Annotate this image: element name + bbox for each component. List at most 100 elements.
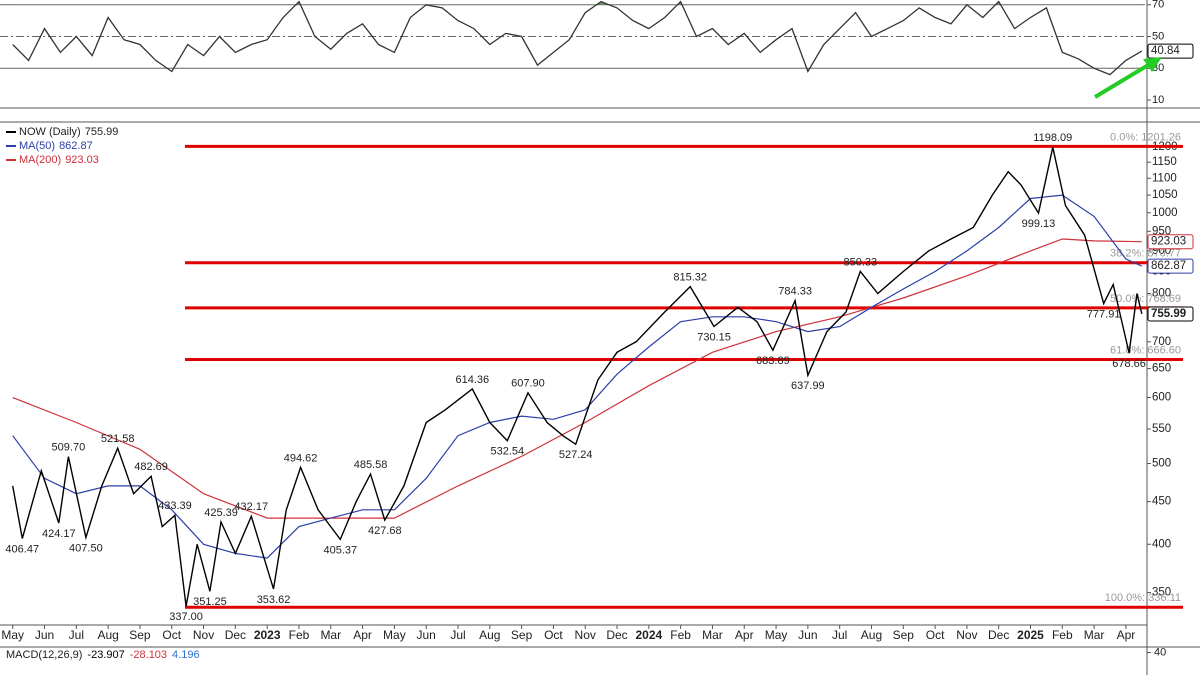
ma-line bbox=[12, 238, 1142, 519]
data-label: 521.58 bbox=[101, 433, 135, 445]
data-label: 424.17 bbox=[42, 528, 76, 540]
x-tick-label: Feb bbox=[670, 628, 691, 642]
data-label: 999.13 bbox=[1022, 218, 1056, 230]
macd-value: -23.907 bbox=[87, 649, 124, 661]
plot: 1030507040.84350400450500550600650700750… bbox=[0, 0, 1194, 661]
y-tick-label: 450 bbox=[1152, 496, 1171, 508]
arrow bbox=[1093, 62, 1152, 99]
y-tick-label: 900 bbox=[1152, 245, 1171, 257]
x-tick-label: Sep bbox=[511, 628, 533, 642]
data-label: 607.90 bbox=[511, 378, 545, 390]
x-tick-label: Aug bbox=[861, 628, 882, 642]
y-tick-label: 1100 bbox=[1152, 172, 1177, 184]
x-tick-label: Aug bbox=[97, 628, 118, 642]
x-tick-label: Jun bbox=[35, 628, 54, 642]
arrow-head bbox=[1143, 57, 1162, 72]
value-box bbox=[1147, 234, 1194, 250]
data-label: 532.54 bbox=[490, 446, 524, 458]
y-tick-label: 70 bbox=[1152, 0, 1164, 11]
legend-value: 923.03 bbox=[65, 154, 99, 166]
y-tick-label: 10 bbox=[1152, 94, 1164, 106]
y-tick-label: 500 bbox=[1152, 458, 1171, 470]
x-tick-label: Jul bbox=[69, 628, 84, 642]
fib-label: 0.0%: 1201.26 bbox=[1110, 131, 1181, 143]
value-box-label: 755.99 bbox=[1151, 308, 1186, 320]
legend-value: 755.99 bbox=[85, 126, 119, 138]
x-tick-label: 2023 bbox=[254, 628, 281, 642]
macd-value: -28.103 bbox=[130, 649, 167, 661]
legend-label: MA(200) 923.03 bbox=[19, 154, 99, 166]
legend-name: MA(200) bbox=[19, 154, 61, 166]
x-tick-label: May bbox=[383, 628, 406, 642]
x-tick-label: Feb bbox=[1052, 628, 1073, 642]
x-tick-label: Mar bbox=[320, 628, 341, 642]
value-box bbox=[1147, 258, 1194, 274]
data-label: 482.69 bbox=[134, 461, 168, 473]
value-box-label: 40.84 bbox=[1151, 45, 1180, 57]
data-label: 683.89 bbox=[756, 355, 790, 367]
value-box-label: 923.03 bbox=[1151, 236, 1186, 248]
y-tick-label: 1000 bbox=[1152, 207, 1178, 219]
x-tick-label: Oct bbox=[544, 628, 563, 642]
legend-name: MA(50) bbox=[19, 140, 55, 152]
fib-label: 50.0%: 768.69 bbox=[1110, 293, 1181, 305]
data-label: 494.62 bbox=[284, 452, 318, 464]
data-label: 432.17 bbox=[234, 501, 268, 513]
legend-label: MA(50) 862.87 bbox=[19, 140, 93, 152]
data-label: 678.66 bbox=[1112, 358, 1146, 370]
x-tick-label: Jul bbox=[450, 628, 465, 642]
y-tick-label: 350 bbox=[1152, 587, 1171, 599]
y-tick-label: 700 bbox=[1152, 336, 1171, 348]
data-label: 777.91 bbox=[1087, 309, 1121, 321]
data-label: 407.50 bbox=[69, 542, 103, 554]
y-tick-label: 550 bbox=[1152, 423, 1171, 435]
ma-line bbox=[12, 194, 1143, 559]
x-tick-label: 2024 bbox=[635, 628, 662, 642]
x-tick-label: Nov bbox=[956, 628, 977, 642]
data-label: 1198.09 bbox=[1033, 132, 1072, 144]
macd-legend: MACD(12,26,9) -23.907 -28.103 4.196 bbox=[6, 649, 200, 661]
data-label: 427.68 bbox=[368, 525, 402, 537]
x-tick-label: Dec bbox=[988, 628, 1009, 642]
fib-label: 100.0%: 336.11 bbox=[1105, 592, 1181, 604]
y-tick-label: 650 bbox=[1152, 363, 1171, 375]
value-box bbox=[1147, 306, 1194, 322]
value-box bbox=[1147, 43, 1194, 59]
x-tick-label: Sep bbox=[893, 628, 915, 642]
data-label: 730.15 bbox=[697, 331, 731, 343]
x-tick-label: Oct bbox=[926, 628, 945, 642]
data-label: 527.24 bbox=[559, 449, 593, 461]
rsi-line bbox=[12, 0, 1143, 76]
data-label: 351.25 bbox=[193, 596, 227, 608]
x-tick-label: Jun bbox=[417, 628, 436, 642]
x-tick-label: Dec bbox=[225, 628, 246, 642]
data-label: 405.37 bbox=[323, 544, 357, 556]
legend-label: NOW (Daily) 755.99 bbox=[19, 126, 118, 138]
data-label: 637.99 bbox=[791, 380, 825, 392]
x-tick-label: Jul bbox=[832, 628, 847, 642]
y-tick-label: 40 bbox=[1154, 647, 1166, 659]
x-tick-label: Oct bbox=[162, 628, 181, 642]
x-tick-label: Mar bbox=[702, 628, 723, 642]
data-label: 485.58 bbox=[354, 459, 388, 471]
macd-title: MACD(12,26,9) bbox=[6, 649, 82, 661]
y-tick-label: 400 bbox=[1152, 538, 1171, 550]
data-label: 614.36 bbox=[455, 374, 489, 386]
fib-label: 38.2%: 870.77 bbox=[1110, 248, 1181, 260]
data-label: 425.39 bbox=[204, 507, 238, 519]
x-tick-label: Sep bbox=[129, 628, 151, 642]
x-tick-label: 2025 bbox=[1017, 628, 1044, 642]
x-tick-label: Dec bbox=[606, 628, 627, 642]
macd-value: 4.196 bbox=[172, 649, 200, 661]
x-tick-label: Mar bbox=[1084, 628, 1105, 642]
price-line bbox=[12, 147, 1143, 607]
y-tick-label: 600 bbox=[1152, 392, 1171, 404]
data-label: 850.33 bbox=[844, 256, 878, 268]
x-tick-label: Apr bbox=[735, 628, 754, 642]
x-tick-label: Jun bbox=[798, 628, 817, 642]
x-tick-label: May bbox=[765, 628, 788, 642]
x-tick-label: Aug bbox=[479, 628, 500, 642]
legend-value: 862.87 bbox=[59, 140, 93, 152]
x-tick-label: May bbox=[1, 628, 24, 642]
